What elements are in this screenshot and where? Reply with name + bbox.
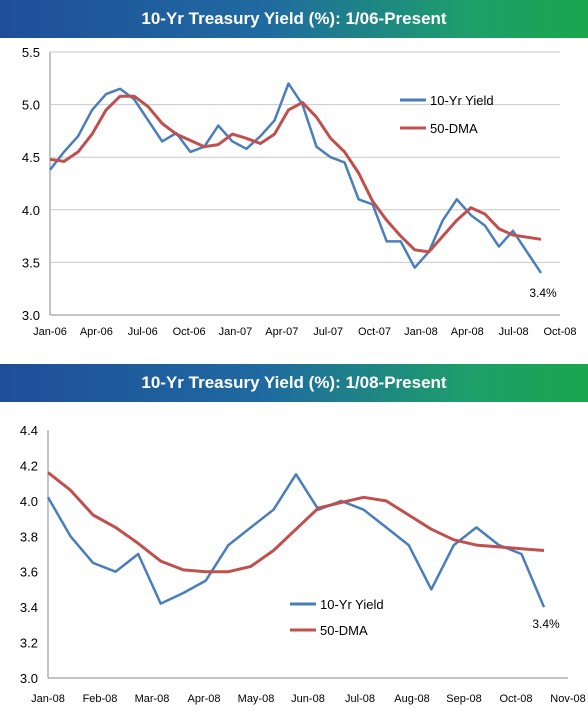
x-tick-label: Nov-08 [550,693,585,705]
x-tick-label: Aug-08 [394,693,429,705]
y-tick-label: 4.2 [20,458,38,473]
x-tick-label: Oct-06 [173,326,206,338]
x-tick-label: Jul-07 [313,326,343,338]
y-tick-label: 4.5 [22,150,40,165]
x-tick-label: Apr-08 [451,326,484,338]
x-tick-label: Oct-07 [358,326,391,338]
y-tick-label: 3.0 [22,308,40,323]
x-tick-label: Sep-08 [446,693,481,705]
x-tick-label: Jul-06 [128,326,158,338]
chart-1-plot: 3.0 3.5 4.0 4.5 5.0 5.5 Jan-06 Apr-06 Jul-06 Oct-… [22,45,577,338]
x-tick-label: Apr-07 [265,326,298,338]
chart-1-title: 10-Yr Treasury Yield (%): 1/06-Present [0,0,588,38]
x-tick-label: May-08 [238,693,275,705]
y-tick-label: 3.5 [22,255,40,270]
series-line-50-dma [49,94,542,254]
legend-label: 10-Yr Yield [430,93,494,108]
legend-label: 10-Yr Yield [320,597,384,612]
x-tick-label: Jan-08 [31,693,65,705]
x-tick-label: Mar-08 [135,693,170,705]
x-tick-label: Jan-06 [33,326,67,338]
chart-2-title: 10-Yr Treasury Yield (%): 1/08-Present [0,364,588,402]
x-tick-label: Oct-08 [499,693,532,705]
last-value-annotation: 3.4% [532,617,560,631]
x-tick-label: Oct-08 [543,326,576,338]
y-tick-label: 3.2 [20,636,38,651]
x-tick-label: Apr-06 [80,326,113,338]
y-tick-label: 3.6 [20,565,38,580]
x-tick-label: Apr-08 [187,693,220,705]
series-line-10-yr-yield [46,473,546,608]
y-tick-label: 5.5 [22,45,40,60]
y-tick-label: 5.0 [22,98,40,113]
y-tick-label: 3.8 [20,529,38,544]
series-line-10-yr-yield [49,82,543,274]
y-tick-label: 4.4 [20,423,38,438]
legend-label: 50-DMA [430,121,478,136]
x-tick-label: Jul-08 [499,326,529,338]
x-tick-label: Feb-08 [83,693,118,705]
x-tick-label: Jul-08 [345,693,375,705]
x-tick-label: Jan-08 [404,326,438,338]
x-tick-label: Jan-07 [219,326,253,338]
legend-label: 50-DMA [320,623,368,638]
chart-2-plot: 3.0 3.2 3.4 3.6 3.8 4.0 4.2 4.4 Jan-08 Feb-08 Mar-… [20,423,586,705]
x-tick-label: Jun-08 [291,693,325,705]
y-tick-label: 4.0 [20,494,38,509]
last-value-annotation: 3.4% [529,286,557,300]
y-tick-label: 3.0 [20,671,38,686]
y-tick-label: 4.0 [22,203,40,218]
y-tick-label: 3.4 [20,600,38,615]
series-line-50-dma [47,471,545,574]
